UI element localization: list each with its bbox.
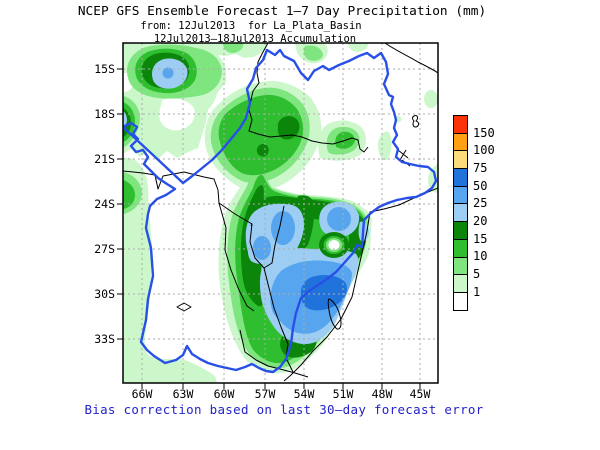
lat-label: 18S [94, 107, 115, 121]
legend-swatch [453, 168, 468, 187]
legend-swatch [453, 203, 468, 223]
legend-label: 20 [473, 214, 488, 228]
precip-color-scale [453, 115, 468, 311]
legend-label: 1 [473, 285, 481, 299]
lon-label: 57W [255, 387, 276, 401]
country-borders [123, 43, 438, 382]
coastline-atlantic [283, 187, 438, 382]
basin-boundary [123, 48, 438, 374]
legend-swatch [453, 221, 468, 240]
lat-axis-labels: 15S 18S 21S 24S 27S 30S 33S [94, 62, 115, 346]
lat-label: 24S [94, 197, 115, 211]
border-chaco [123, 170, 255, 312]
border-bolivia-brazil [248, 43, 369, 153]
legend-swatch [453, 274, 468, 293]
title-line-1: NCEP GFS Ensemble Forecast 1—7 Day Preci… [77, 4, 487, 19]
contour-level-50mm [300, 274, 347, 311]
lon-label: 66W [132, 387, 153, 401]
border-argentina-brazil [263, 267, 294, 373]
legend-swatch [453, 150, 468, 170]
legend-swatch [453, 115, 468, 134]
title-line-3: 12Jul2013—18Jul2013 Accumulation [153, 33, 357, 45]
lat-label: 27S [94, 242, 115, 256]
lon-label: 63W [173, 387, 194, 401]
legend-label: 50 [473, 179, 488, 193]
lon-label: 51W [333, 387, 354, 401]
legend-label: 5 [473, 267, 481, 281]
legend-label: 100 [473, 143, 495, 157]
lat-label: 15S [94, 62, 115, 76]
border-paraguay-north [218, 202, 253, 225]
lat-label: 21S [94, 152, 115, 166]
title-line-2: from: 12Jul2013 for La_Plata_Basin [140, 20, 362, 32]
lon-label: 45W [410, 387, 431, 401]
coastal-island-mark [412, 115, 419, 128]
legend-swatch [453, 291, 468, 311]
map-frame [122, 42, 439, 384]
legend-swatch [453, 238, 468, 258]
legend-label: 15 [473, 232, 488, 246]
legend-label: 150 [473, 126, 495, 140]
grid-lines [123, 43, 438, 383]
bias-correction-note: Bias correction based on last 30—day for… [84, 402, 484, 417]
legend-label: 75 [473, 161, 488, 175]
lon-axis-labels: 66W 63W 60W 57W 54W 51W 48W 45W [132, 387, 431, 401]
coastline-northeast [384, 43, 438, 74]
legend-swatch [453, 185, 468, 205]
lon-label: 54W [294, 387, 315, 401]
salt-lake-outline [176, 302, 192, 312]
lat-label: 30S [94, 287, 115, 301]
legend-swatch [453, 256, 468, 276]
lon-label: 60W [214, 387, 235, 401]
legend-label: 10 [473, 249, 488, 263]
border-uruguay-south [239, 329, 309, 378]
axis-ticks [117, 68, 421, 389]
precip-fill-contours [123, 43, 438, 383]
lagoon-outline [327, 298, 342, 330]
dry-hole-rings [319, 232, 349, 258]
lat-label: 33S [94, 332, 115, 346]
lon-label: 48W [372, 387, 393, 401]
legend-label: 25 [473, 196, 488, 210]
legend-swatch [453, 132, 468, 152]
